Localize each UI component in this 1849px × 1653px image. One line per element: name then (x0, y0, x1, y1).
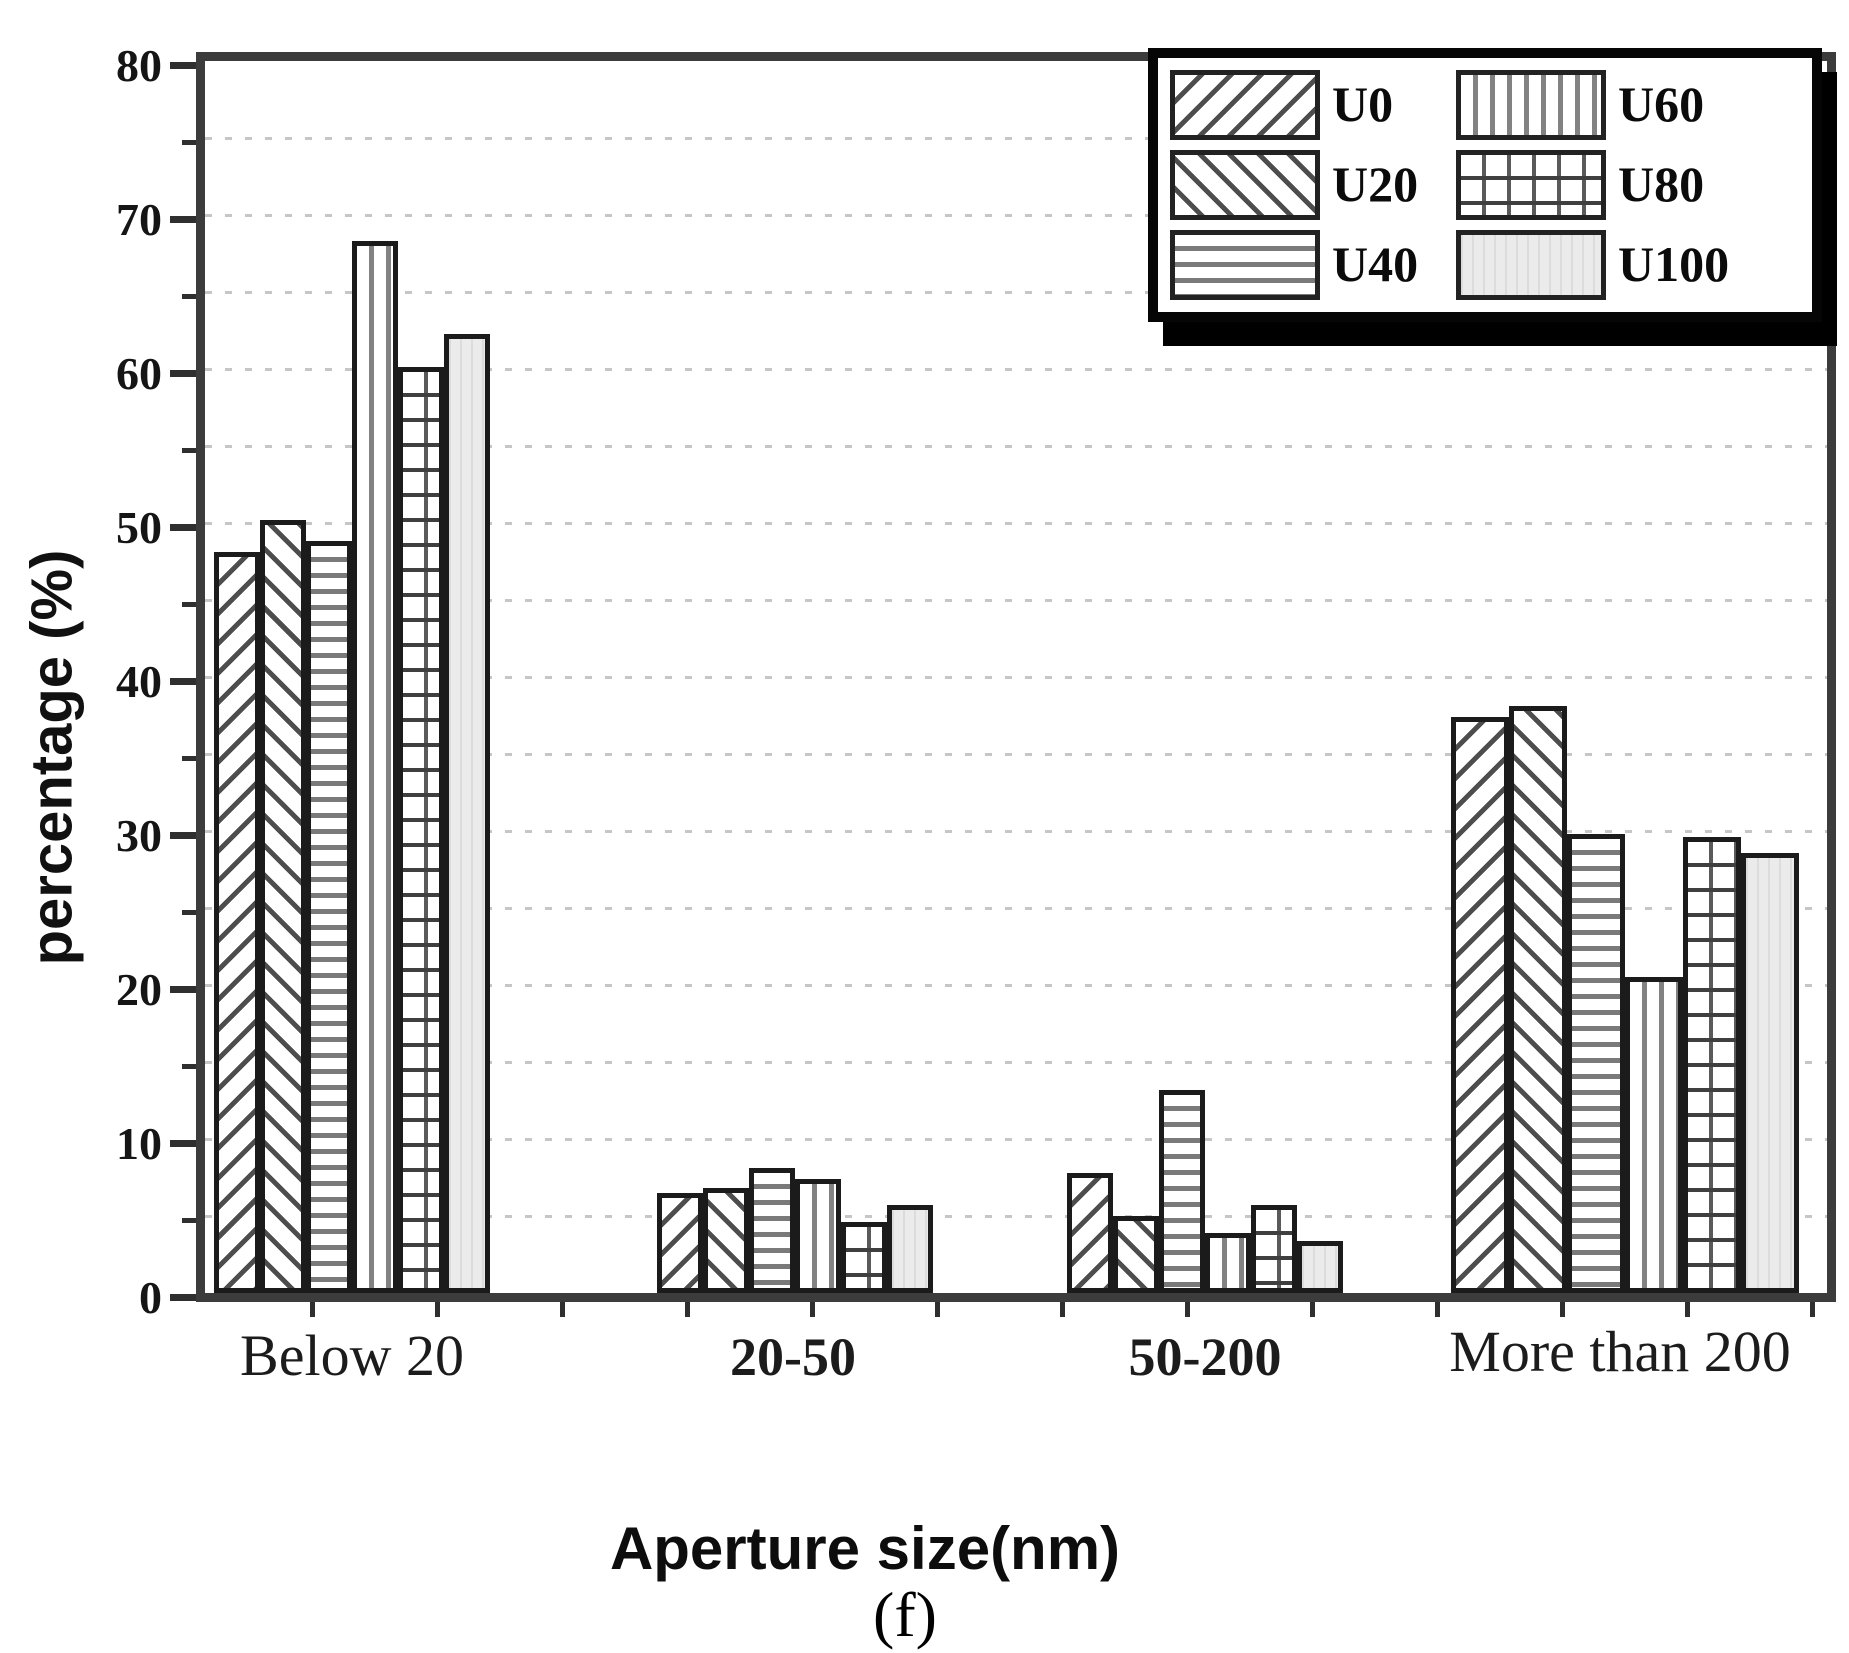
y-major-tick-20 (170, 986, 196, 993)
bar-U0-Below-20 (214, 552, 260, 1293)
bar-U0-20-50 (657, 1193, 703, 1293)
legend-swatch-U60 (1456, 70, 1606, 140)
bar-U0-More-than-200 (1451, 717, 1509, 1293)
x-tick (1810, 1302, 1815, 1317)
y-major-tick-10 (170, 1140, 196, 1147)
y-minor-tick-45 (182, 602, 196, 607)
y-major-tick-30 (170, 832, 196, 839)
gridline-10 (205, 1137, 1827, 1141)
x-tick (1435, 1302, 1440, 1317)
x-category-label-50-200: 50-200 (1128, 1327, 1282, 1387)
bar-U60-50-200 (1205, 1233, 1251, 1293)
y-tick-label-40: 40 (116, 655, 162, 707)
gridline-30 (205, 829, 1827, 833)
legend-swatch-U0 (1170, 70, 1320, 140)
bar-U80-50-200 (1251, 1205, 1297, 1293)
y-major-tick-60 (170, 370, 196, 377)
x-tick (310, 1302, 315, 1317)
gridline-5 (205, 1214, 1827, 1218)
gridline-50 (205, 521, 1827, 525)
gridline-35 (205, 752, 1827, 756)
bar-U100-Below-20 (444, 334, 490, 1293)
gridline-40 (205, 675, 1827, 679)
y-minor-tick-75 (182, 140, 196, 145)
x-category-label-20-50: 20-50 (730, 1327, 856, 1387)
x-tick (935, 1302, 940, 1317)
gridline-65 (205, 290, 1827, 294)
legend-label-U20: U20 (1332, 156, 1419, 212)
x-tick (1185, 1302, 1190, 1317)
bar-U60-More-than-200 (1625, 977, 1683, 1293)
x-tick (1560, 1302, 1565, 1317)
y-tick-label-70: 70 (116, 193, 162, 245)
y-major-tick-80 (170, 62, 196, 69)
y-tick-label-80: 80 (116, 39, 162, 91)
legend-label-U80: U80 (1618, 156, 1705, 212)
x-axis-title: Aperture size(nm) (609, 1515, 1121, 1582)
bar-U40-Below-20 (306, 541, 352, 1293)
y-minor-tick-5 (182, 1218, 196, 1223)
y-minor-tick-35 (182, 756, 196, 761)
bar-U20-20-50 (703, 1188, 749, 1293)
x-category-label-below-20: Below 20 (240, 1323, 464, 1388)
y-tick-label-60: 60 (116, 347, 162, 399)
x-category-label-more-than-200: More than 200 (1449, 1319, 1791, 1384)
bar-U80-More-than-200 (1683, 837, 1741, 1293)
bar-U60-Below-20 (352, 241, 398, 1293)
bar-U100-50-200 (1297, 1241, 1343, 1293)
legend-swatch-U40 (1170, 230, 1320, 300)
y-tick-label-50: 50 (116, 501, 162, 553)
x-tick (685, 1302, 690, 1317)
y-tick-label-0: 0 (139, 1271, 162, 1323)
legend-label-U40: U40 (1332, 236, 1419, 292)
bar-U60-20-50 (795, 1179, 841, 1293)
y-tick-label-10: 10 (116, 1117, 162, 1169)
bar-U0-50-200 (1067, 1173, 1113, 1293)
legend-swatch-U20 (1170, 150, 1320, 220)
y-tick-label-20: 20 (116, 963, 162, 1015)
x-tick (810, 1302, 815, 1317)
legend-swatch-U80 (1456, 150, 1606, 220)
bar-U80-20-50 (841, 1222, 887, 1293)
y-tick-label-30: 30 (116, 809, 162, 861)
y-minor-tick-25 (182, 910, 196, 915)
y-major-tick-50 (170, 524, 196, 531)
gridline-55 (205, 444, 1827, 448)
bar-U40-More-than-200 (1567, 834, 1625, 1293)
x-tick (1310, 1302, 1315, 1317)
y-minor-tick-15 (182, 1064, 196, 1069)
legend-label-U100: U100 (1618, 236, 1730, 292)
gridline-25 (205, 906, 1827, 910)
bar-U40-50-200 (1159, 1090, 1205, 1293)
y-major-tick-40 (170, 678, 196, 685)
y-major-tick-0 (170, 1294, 196, 1301)
bar-U40-20-50 (749, 1168, 795, 1293)
bar-U20-Below-20 (260, 520, 306, 1293)
bar-U20-50-200 (1113, 1216, 1159, 1293)
y-major-tick-70 (170, 216, 196, 223)
figure-caption: (f) (873, 1579, 937, 1650)
bar-U100-More-than-200 (1741, 853, 1799, 1293)
gridline-75 (205, 136, 1827, 140)
bar-U20-More-than-200 (1509, 706, 1567, 1293)
x-tick (560, 1302, 565, 1317)
y-minor-tick-55 (182, 448, 196, 453)
legend-label-U60: U60 (1618, 76, 1705, 132)
legend-label-U0: U0 (1332, 76, 1394, 132)
x-tick (1060, 1302, 1065, 1317)
bar-U80-Below-20 (398, 367, 444, 1293)
y-axis-title: percentage (%) (19, 549, 85, 966)
y-minor-tick-65 (182, 294, 196, 299)
legend: U0 U60 U20 U80 U40 U100 (1148, 48, 1822, 322)
legend-swatch-U100 (1456, 230, 1606, 300)
gridline-60 (205, 367, 1827, 371)
x-tick (435, 1302, 440, 1317)
gridline-70 (205, 213, 1827, 217)
x-tick (1685, 1302, 1690, 1317)
bar-U100-20-50 (887, 1205, 933, 1293)
gridline-20 (205, 983, 1827, 987)
gridline-15 (205, 1060, 1827, 1064)
gridline-45 (205, 598, 1827, 602)
